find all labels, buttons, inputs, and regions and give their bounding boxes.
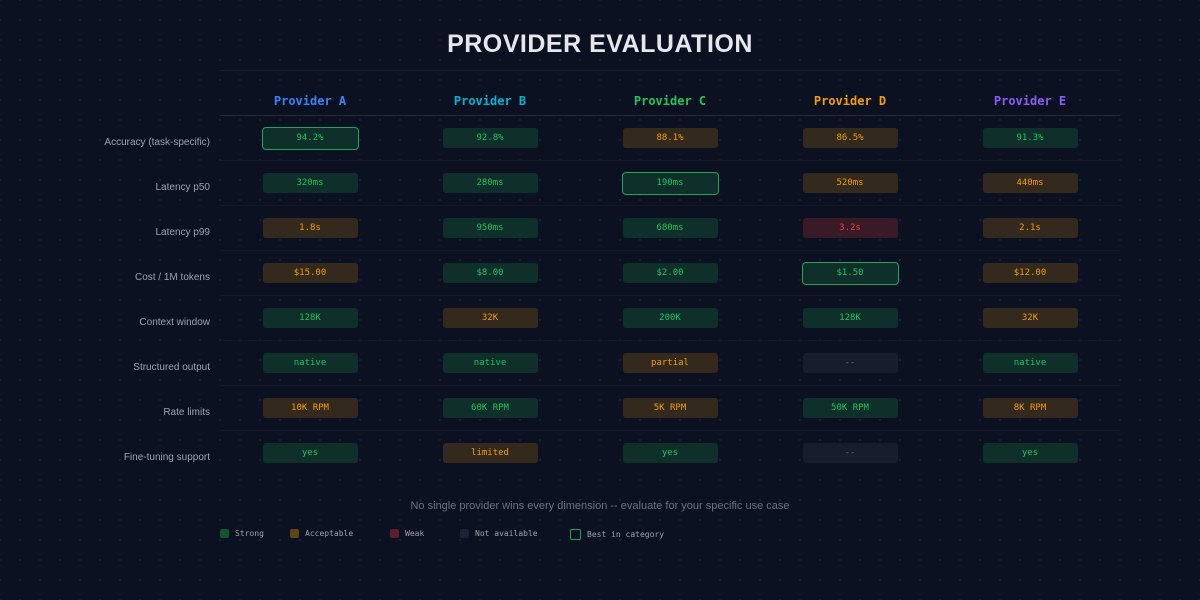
value-cell: -- xyxy=(802,443,898,463)
row-divider xyxy=(220,340,1120,341)
legend-label: Not available xyxy=(475,529,538,538)
value-cell: 10K RPM xyxy=(262,398,358,418)
legend-swatch xyxy=(290,529,299,538)
value-cell: 32K xyxy=(442,308,538,328)
value-cell: $2.00 xyxy=(622,263,718,283)
value-cell: 320ms xyxy=(262,173,358,193)
row-divider xyxy=(220,160,1120,161)
row-label: Accuracy (task-specific) xyxy=(104,137,210,148)
row-label: Latency p50 xyxy=(155,182,211,193)
value-cell: yes xyxy=(262,443,358,463)
value-cell: 440ms xyxy=(982,173,1078,193)
column-header: Provider B xyxy=(453,94,527,108)
row-label: Structured output xyxy=(133,362,210,373)
legend-item: Not available xyxy=(460,529,538,538)
value-cell: 50K RPM xyxy=(802,398,898,418)
footnote: No single provider wins every dimension … xyxy=(410,500,790,512)
legend-label: Best in category xyxy=(587,530,665,539)
value-cell: $12.00 xyxy=(982,263,1078,283)
value-cell: 280ms xyxy=(442,173,538,193)
row-divider xyxy=(220,385,1120,386)
value-cell: partial xyxy=(622,353,718,373)
row-label: Latency p99 xyxy=(155,227,211,238)
value-cell: 88.1% xyxy=(622,128,718,148)
value-cell: $8.00 xyxy=(442,263,538,283)
value-cell: 128K xyxy=(262,308,358,328)
value-cell: 200K xyxy=(622,308,718,328)
value-cell: 950ms xyxy=(442,218,538,238)
row-label: Rate limits xyxy=(163,407,210,418)
legend-swatch xyxy=(390,529,399,538)
value-cell: 60K RPM xyxy=(442,398,538,418)
legend-label: Strong xyxy=(235,529,264,538)
value-cell: limited xyxy=(442,443,538,463)
legend-item: Best in category xyxy=(570,529,664,540)
row-divider xyxy=(220,205,1120,206)
value-cell: native xyxy=(442,353,538,373)
best-cell: 190ms xyxy=(621,171,719,195)
value-cell: 32K xyxy=(982,308,1078,328)
row-label: Cost / 1M tokens xyxy=(134,272,210,283)
value-cell: -- xyxy=(802,353,898,373)
value-cell: native xyxy=(262,353,358,373)
legend-item: Acceptable xyxy=(290,529,353,538)
page-title: PROVIDER EVALUATION xyxy=(447,30,753,58)
legend-label: Weak xyxy=(405,529,425,538)
value-cell: yes xyxy=(622,443,718,463)
row-divider xyxy=(220,430,1120,431)
value-cell: 1.8s xyxy=(262,218,358,238)
column-header: Provider C xyxy=(633,94,707,108)
value-cell: 8K RPM xyxy=(982,398,1078,418)
header-divider xyxy=(220,115,1120,116)
value-cell: 128K xyxy=(802,308,898,328)
column-header: Provider E xyxy=(993,94,1067,108)
legend-swatch xyxy=(570,529,581,540)
row-divider xyxy=(220,250,1120,251)
legend-label: Acceptable xyxy=(305,529,354,538)
value-cell: 86.5% xyxy=(802,128,898,148)
value-cell: 520ms xyxy=(802,173,898,193)
value-cell: 3.2s xyxy=(802,218,898,238)
value-cell: $15.00 xyxy=(262,263,358,283)
value-cell: 2.1s xyxy=(982,218,1078,238)
value-cell: 680ms xyxy=(622,218,718,238)
value-cell: 5K RPM xyxy=(622,398,718,418)
legend-item: Strong xyxy=(220,529,264,538)
value-cell: 91.3% xyxy=(982,128,1078,148)
title-divider xyxy=(220,70,1120,71)
row-label: Fine-tuning support xyxy=(123,452,210,463)
row-divider xyxy=(220,295,1120,296)
legend-swatch xyxy=(220,529,229,538)
legend-item: Weak xyxy=(390,529,424,538)
value-cell: native xyxy=(982,353,1078,373)
legend-swatch xyxy=(460,529,469,538)
value-cell: yes xyxy=(982,443,1078,463)
best-cell: 94.2% xyxy=(261,126,359,150)
best-cell: $1.50 xyxy=(801,261,899,285)
row-label: Context window xyxy=(139,317,210,328)
column-header: Provider A xyxy=(273,94,347,108)
value-cell: 92.8% xyxy=(442,128,538,148)
column-header: Provider D xyxy=(813,94,887,108)
